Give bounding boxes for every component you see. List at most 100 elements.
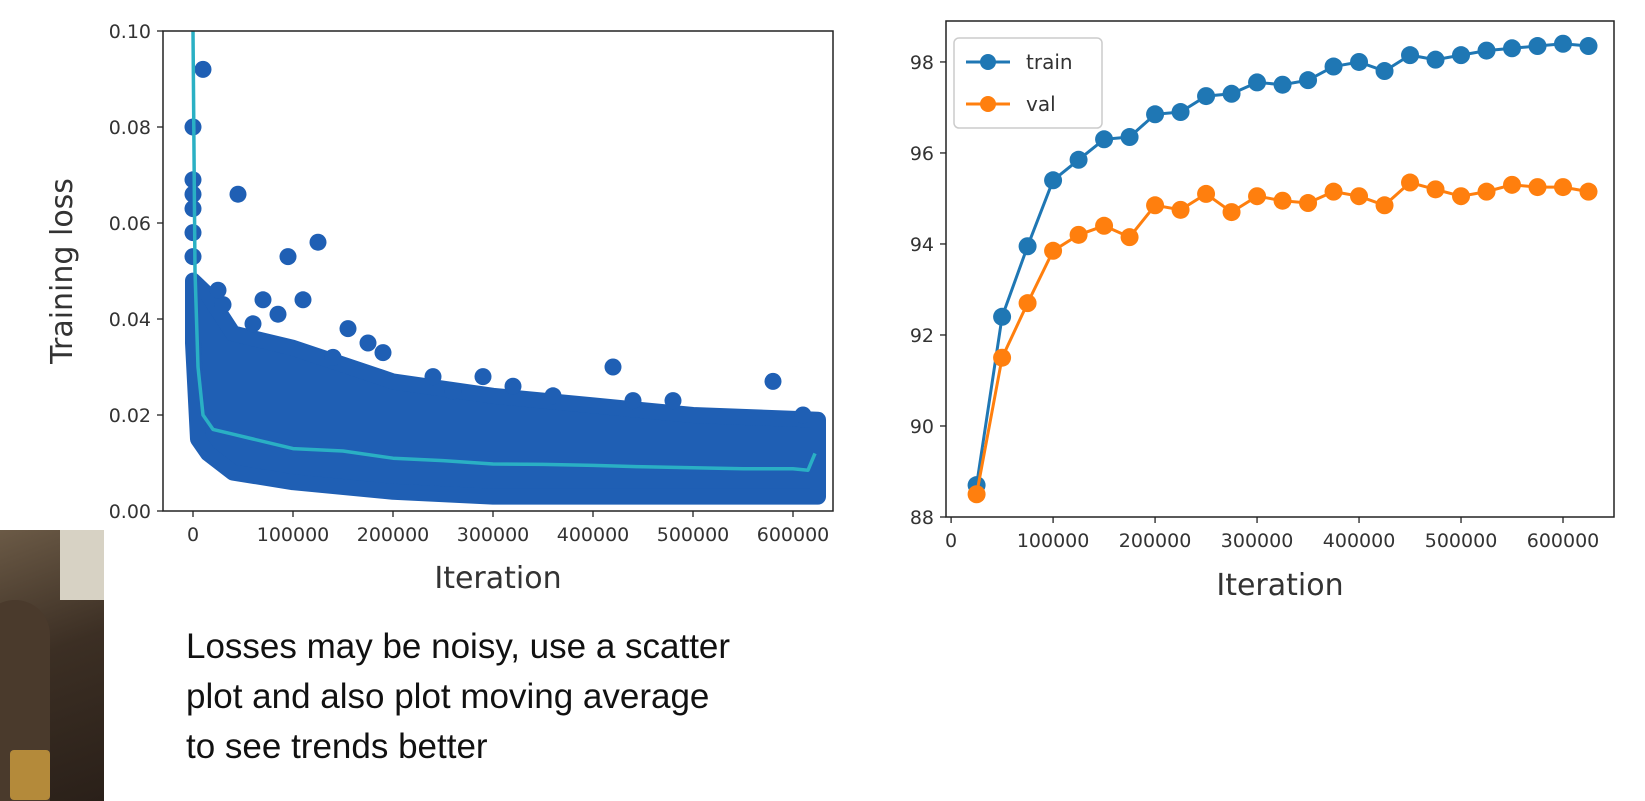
loss-scatter-point bbox=[244, 315, 262, 333]
legend-val-label: val bbox=[1026, 92, 1056, 116]
y-tick-label: 92 bbox=[910, 325, 934, 347]
slide-caption: Losses may be noisy, use a scatter plot … bbox=[186, 622, 826, 772]
train-point bbox=[1120, 128, 1139, 147]
loss-moving-average-line bbox=[191, 31, 817, 472]
x-tick-label: 600000 bbox=[1527, 530, 1600, 552]
val-point bbox=[1018, 294, 1037, 313]
val-point bbox=[1299, 194, 1318, 213]
x-tick-label: 100000 bbox=[1017, 530, 1090, 552]
train-point bbox=[1299, 71, 1318, 90]
loss-scatter-point bbox=[324, 348, 342, 366]
val-point bbox=[1503, 175, 1522, 194]
train-point bbox=[1350, 52, 1369, 71]
x-tick-label: 100000 bbox=[257, 524, 330, 546]
train-point bbox=[1579, 37, 1598, 56]
val-point bbox=[1477, 182, 1496, 201]
loss-scatter-band bbox=[185, 272, 826, 505]
series-val bbox=[967, 173, 1598, 504]
loss-x-axis-label: Iteration bbox=[434, 561, 561, 596]
loss-scatter-point bbox=[664, 392, 682, 410]
train-point bbox=[1197, 87, 1216, 106]
x-tick-label: 300000 bbox=[457, 524, 530, 546]
loss-scatter-point bbox=[279, 248, 297, 266]
loss-plot-frame bbox=[162, 30, 834, 512]
series-train bbox=[967, 34, 1598, 495]
y-tick-label: 0.04 bbox=[109, 309, 151, 331]
val-point bbox=[993, 348, 1012, 367]
webcam-object bbox=[10, 750, 50, 800]
train-point bbox=[1095, 130, 1114, 149]
x-tick-label: 300000 bbox=[1221, 530, 1294, 552]
train-point bbox=[1069, 150, 1088, 169]
train-point bbox=[1324, 57, 1343, 76]
loss-scatter-point bbox=[604, 358, 622, 376]
webcam-background bbox=[60, 530, 104, 600]
train-point bbox=[1018, 237, 1037, 256]
train-point bbox=[1554, 34, 1573, 53]
train-point bbox=[1528, 37, 1547, 56]
x-tick-label: 500000 bbox=[1425, 530, 1498, 552]
legend-train-label: train bbox=[1026, 50, 1073, 74]
y-tick-label: 98 bbox=[910, 52, 934, 74]
loss-scatter-point bbox=[794, 406, 812, 424]
y-tick-label: 0.10 bbox=[109, 21, 151, 43]
train-point bbox=[1503, 39, 1522, 58]
y-tick-label: 94 bbox=[910, 234, 934, 256]
loss-scatter-point bbox=[544, 387, 562, 405]
loss-scatter-point bbox=[764, 372, 782, 390]
accuracy-y-ticks: 88 90 92 94 96 98 bbox=[910, 52, 946, 529]
train-point bbox=[1171, 103, 1190, 122]
loss-scatter-point bbox=[624, 392, 642, 410]
x-tick-label: 500000 bbox=[657, 524, 730, 546]
train-point bbox=[1426, 50, 1445, 69]
val-point bbox=[1579, 182, 1598, 201]
x-tick-label: 600000 bbox=[757, 524, 830, 546]
x-tick-label: 200000 bbox=[1119, 530, 1192, 552]
accuracy-plot-area bbox=[967, 34, 1598, 504]
y-tick-label: 0.06 bbox=[109, 213, 151, 235]
loss-plot-area bbox=[184, 31, 826, 505]
val-line bbox=[975, 180, 1589, 495]
train-point bbox=[1477, 41, 1496, 60]
val-point bbox=[1120, 228, 1139, 247]
val-point bbox=[1248, 187, 1267, 206]
x-tick-label: 200000 bbox=[357, 524, 430, 546]
x-tick-label: 400000 bbox=[1323, 530, 1396, 552]
val-point bbox=[1324, 182, 1343, 201]
val-point bbox=[967, 485, 986, 504]
loss-scatter-point bbox=[474, 368, 492, 386]
legend-train-marker bbox=[980, 54, 996, 70]
loss-x-ticks: 0 100000 200000 300000 400000 500000 600000 bbox=[187, 511, 829, 546]
x-tick-label: 400000 bbox=[557, 524, 630, 546]
webcam-thumbnail bbox=[0, 530, 104, 801]
loss-scatter-point bbox=[269, 305, 287, 323]
y-tick-label: 0.00 bbox=[109, 501, 151, 523]
train-point bbox=[1452, 46, 1471, 65]
loss-scatter-point bbox=[424, 368, 442, 386]
train-point bbox=[1044, 171, 1063, 190]
train-point bbox=[1273, 75, 1292, 94]
val-point bbox=[1095, 216, 1114, 235]
val-point bbox=[1350, 187, 1369, 206]
val-point bbox=[1044, 241, 1063, 260]
loss-scatter-point bbox=[229, 185, 247, 203]
loss-y-ticks: 0.00 0.02 0.04 0.06 0.08 0.10 bbox=[109, 21, 163, 523]
loss-scatter-point bbox=[184, 248, 202, 266]
train-point bbox=[1248, 73, 1267, 92]
y-tick-label: 0.02 bbox=[109, 405, 151, 427]
loss-scatter-point bbox=[294, 291, 312, 309]
loss-scatter-point bbox=[194, 60, 212, 78]
val-point bbox=[1146, 196, 1165, 215]
caption-line: plot and also plot moving average bbox=[186, 677, 710, 716]
val-point bbox=[1197, 184, 1216, 203]
accuracy-plot-frame bbox=[945, 20, 1615, 518]
loss-scatter-point bbox=[309, 233, 327, 251]
loss-scatter-point bbox=[254, 291, 272, 309]
accuracy-x-ticks: 0 100000 200000 300000 400000 500000 600000 bbox=[945, 517, 1599, 552]
caption-line: Losses may be noisy, use a scatter bbox=[186, 627, 731, 666]
train-point bbox=[993, 307, 1012, 326]
loss-scatter-point bbox=[209, 281, 227, 299]
loss-scatter-point bbox=[444, 382, 462, 400]
train-point bbox=[1222, 84, 1241, 103]
